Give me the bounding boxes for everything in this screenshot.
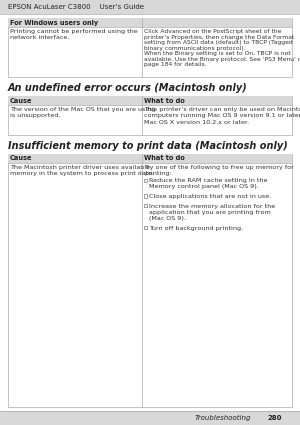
Text: Cause: Cause: [10, 97, 32, 104]
Text: For Windows users only: For Windows users only: [10, 20, 98, 26]
Text: The Macintosh printer driver uses available
memory in the system to process prin: The Macintosh printer driver uses availa…: [10, 165, 154, 176]
Text: Insufficient memory to print data (Macintosh only): Insufficient memory to print data (Macin…: [8, 141, 288, 151]
Bar: [142, 18, 292, 27]
Text: This printer’s driver can only be used on Macintosh
computers running Mac OS 9 v: This printer’s driver can only be used o…: [144, 107, 300, 125]
Text: When the Binary setting is set to On, TBCP is not: When the Binary setting is set to On, TB…: [144, 51, 291, 56]
Text: What to do: What to do: [144, 156, 185, 162]
Text: Printing cannot be performed using the
network interface.: Printing cannot be performed using the n…: [10, 29, 138, 40]
Bar: [0, 411, 300, 425]
Text: Increase the memory allocation for the
application that you are printing from
(M: Increase the memory allocation for the a…: [149, 204, 275, 221]
Bar: [142, 154, 292, 163]
Text: printer’s Properties, then change the Data Format: printer’s Properties, then change the Da…: [144, 34, 294, 40]
Text: 280: 280: [268, 415, 283, 421]
Text: What to do: What to do: [144, 97, 185, 104]
Bar: [142, 96, 292, 105]
Bar: [144, 194, 147, 198]
Text: Cause: Cause: [10, 156, 32, 162]
Text: Turn off background printing.: Turn off background printing.: [149, 226, 243, 231]
Bar: [144, 226, 147, 230]
Bar: [8, 154, 142, 163]
Bar: [8, 96, 142, 105]
Bar: [8, 18, 142, 27]
Text: EPSON AcuLaser C3800    User’s Guide: EPSON AcuLaser C3800 User’s Guide: [8, 4, 144, 10]
Text: Click Advanced on the PostScript sheet of the: Click Advanced on the PostScript sheet o…: [144, 29, 281, 34]
Text: Reduce the RAM cache setting in the
Memory control panel (Mac OS 9).: Reduce the RAM cache setting in the Memo…: [149, 178, 268, 190]
Text: binary communications protocol).: binary communications protocol).: [144, 45, 246, 51]
Text: An undefined error occurs (Macintosh only): An undefined error occurs (Macintosh onl…: [8, 83, 248, 93]
Text: The version of the Mac OS that you are using
is unsupported.: The version of the Mac OS that you are u…: [10, 107, 155, 119]
Text: page 184 for details.: page 184 for details.: [144, 62, 206, 67]
Text: Close applications that are not in use.: Close applications that are not in use.: [149, 194, 271, 199]
Bar: [8, 96, 292, 135]
Text: available. Use the Binary protocol. See ‘PS3 Menu’ on: available. Use the Binary protocol. See …: [144, 57, 300, 62]
Text: Try one of the following to free up memory for
printing:: Try one of the following to free up memo…: [144, 165, 294, 176]
Text: Troubleshooting: Troubleshooting: [195, 415, 251, 421]
Bar: [0, 0, 300, 14]
Bar: [8, 154, 292, 407]
Text: setting from ASCII data (default) to TBCP (Tagged: setting from ASCII data (default) to TBC…: [144, 40, 293, 45]
Bar: [144, 178, 147, 182]
Bar: [8, 18, 292, 77]
Bar: [144, 204, 147, 207]
